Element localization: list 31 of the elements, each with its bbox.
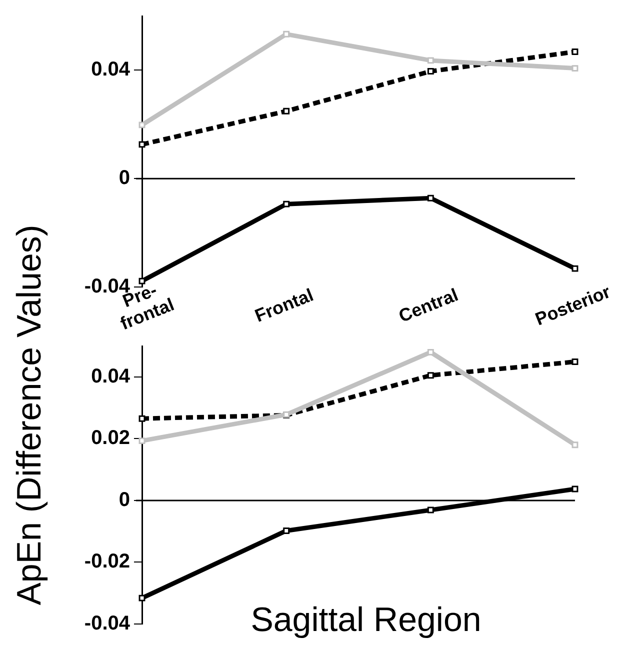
point	[283, 200, 290, 208]
point	[427, 194, 434, 202]
point	[138, 278, 146, 284]
point	[427, 68, 434, 75]
point	[138, 141, 146, 148]
y-tick-label: -0.04	[84, 612, 131, 635]
point	[138, 415, 146, 422]
point	[138, 594, 146, 602]
point	[572, 65, 578, 72]
point	[572, 48, 578, 55]
y-tick-label: 0.02	[91, 427, 130, 450]
point	[283, 527, 290, 534]
y-tick-label: 0.04	[91, 58, 131, 81]
point	[427, 348, 434, 356]
y-tick-label: 0	[118, 488, 130, 511]
point	[283, 108, 290, 114]
point	[572, 442, 578, 448]
point	[138, 122, 146, 128]
point	[138, 438, 146, 444]
point	[427, 372, 434, 379]
point	[572, 358, 578, 365]
point	[427, 57, 434, 64]
y-tick-label: 0	[118, 167, 130, 190]
point	[572, 486, 578, 492]
point	[283, 30, 290, 38]
y-axis-title: ApEn (Difference Values)	[10, 224, 50, 606]
y-tick-label: -0.02	[84, 550, 130, 573]
point	[572, 265, 578, 272]
y-tick-label: 0.04	[91, 365, 131, 388]
point	[427, 506, 434, 514]
x-axis-title: Sagittal Region	[250, 601, 482, 640]
